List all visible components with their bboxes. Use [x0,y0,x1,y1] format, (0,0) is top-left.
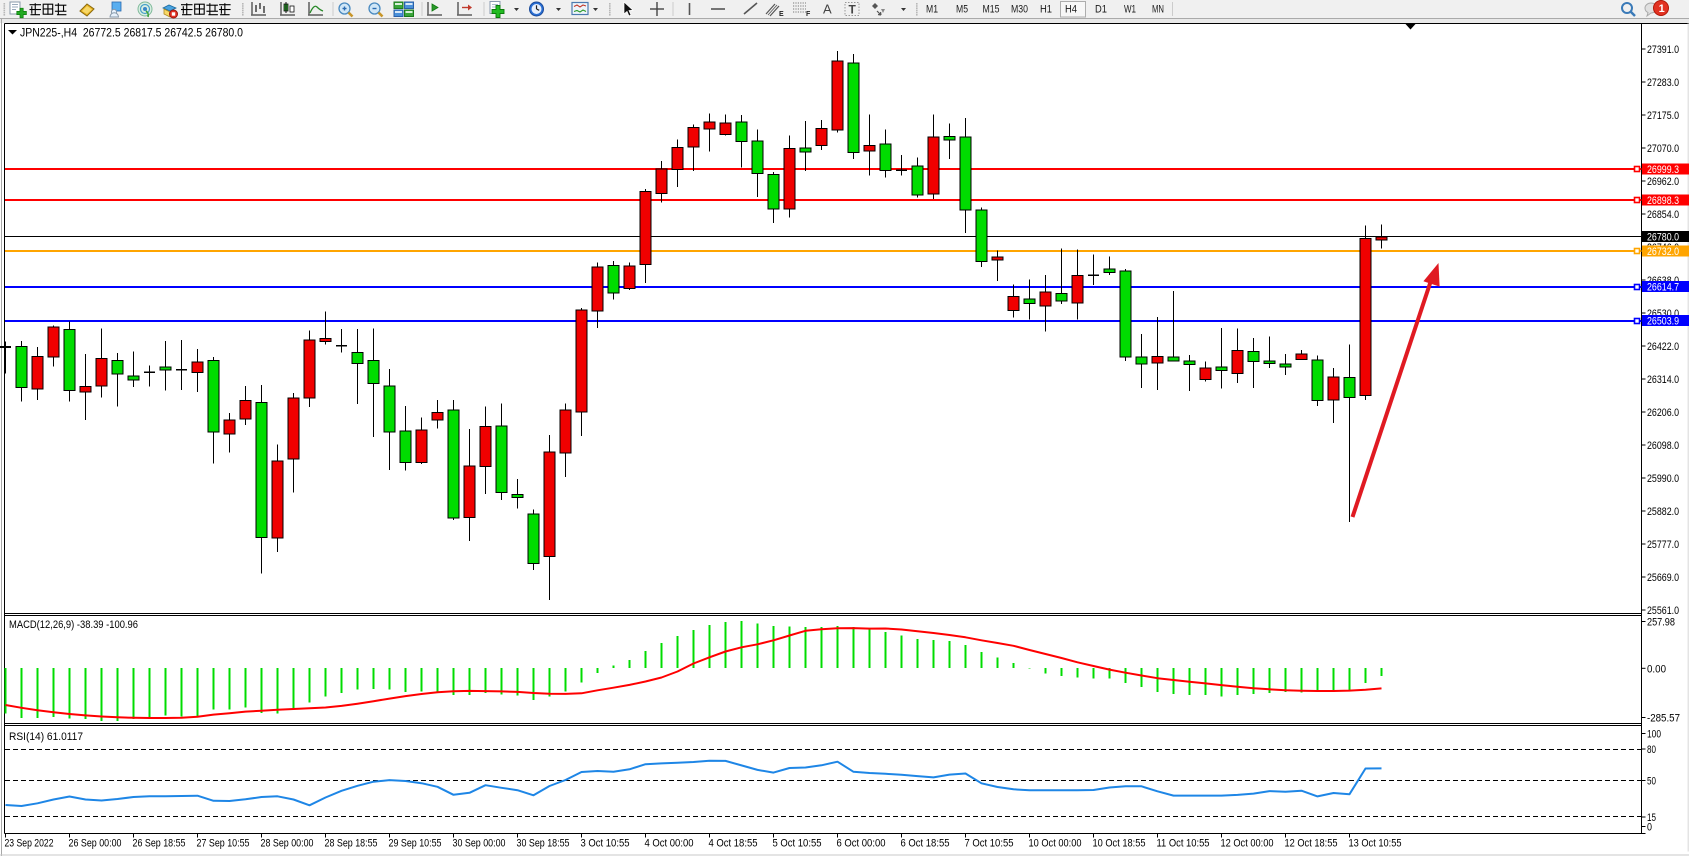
svg-text:6 Oct 00:00: 6 Oct 00:00 [837,838,886,850]
svg-text:10 Oct 00:00: 10 Oct 00:00 [1029,838,1082,850]
svg-text:10 Oct 18:55: 10 Oct 18:55 [1093,838,1146,850]
svg-text:26503.9: 26503.9 [1647,316,1679,328]
svg-text:26780.0: 26780.0 [1647,232,1679,244]
svg-text:25882.0: 25882.0 [1647,506,1679,518]
svg-text:27175.0: 27175.0 [1647,110,1679,122]
svg-text:26614.7: 26614.7 [1647,282,1679,294]
svg-text:30 Sep 00:00: 30 Sep 00:00 [453,838,506,850]
svg-text:JPN225-,H4 26772.5 26817.5 26: JPN225-,H4 26772.5 26817.5 26742.5 26780… [20,26,243,40]
svg-text:100: 100 [1647,729,1661,741]
svg-text:T: T [849,3,857,17]
svg-text:6 Oct 18:55: 6 Oct 18:55 [901,838,950,850]
svg-text:1: 1 [1659,3,1665,15]
svg-text:26206.0: 26206.0 [1647,407,1679,419]
svg-text:30 Sep 18:55: 30 Sep 18:55 [517,838,570,850]
svg-text:MACD(12,26,9) -38.39 -100.96: MACD(12,26,9) -38.39 -100.96 [9,619,138,631]
svg-text:50: 50 [1647,776,1656,788]
svg-text:11 Oct 10:55: 11 Oct 10:55 [1157,838,1210,850]
svg-text:12 Oct 18:55: 12 Oct 18:55 [1285,838,1338,850]
svg-text:0: 0 [1647,822,1652,834]
svg-text:25669.0: 25669.0 [1647,572,1679,584]
svg-text:80: 80 [1647,744,1656,756]
svg-text:29 Sep 10:55: 29 Sep 10:55 [389,838,442,850]
svg-text:M15: M15 [983,4,1000,16]
svg-text:27 Sep 10:55: 27 Sep 10:55 [197,838,250,850]
svg-text:W1: W1 [1124,4,1136,16]
svg-text:257.98: 257.98 [1647,617,1675,629]
svg-text:26422.0: 26422.0 [1647,341,1679,353]
svg-text:3 Oct 10:55: 3 Oct 10:55 [581,838,630,850]
svg-text:26732.0: 26732.0 [1647,246,1679,258]
svg-text:0.00: 0.00 [1647,663,1666,675]
svg-text:D1: D1 [1095,4,1107,16]
svg-text:28 Sep 18:55: 28 Sep 18:55 [325,838,378,850]
svg-text:26 Sep 00:00: 26 Sep 00:00 [69,838,122,850]
svg-text:A: A [823,2,832,17]
svg-text:13 Oct 10:55: 13 Oct 10:55 [1349,838,1402,850]
svg-text:4 Oct 18:55: 4 Oct 18:55 [709,838,758,850]
svg-text:5 Oct 10:55: 5 Oct 10:55 [773,838,822,850]
svg-text:26999.3: 26999.3 [1647,164,1679,176]
svg-text:15: 15 [1647,812,1656,824]
svg-text:28 Sep 00:00: 28 Sep 00:00 [261,838,314,850]
svg-text:25561.0: 25561.0 [1647,605,1679,617]
svg-text:M5: M5 [956,4,968,16]
svg-text:27391.0: 27391.0 [1647,44,1679,56]
svg-text:26314.0: 26314.0 [1647,374,1679,386]
svg-text:H1: H1 [1040,4,1052,16]
svg-text:26962.0: 26962.0 [1647,176,1679,188]
svg-text:-285.57: -285.57 [1647,713,1680,725]
svg-text:E: E [779,11,784,18]
svg-text:12 Oct 00:00: 12 Oct 00:00 [1221,838,1274,850]
svg-text:26 Sep 18:55: 26 Sep 18:55 [133,838,186,850]
svg-text:27283.0: 27283.0 [1647,77,1679,89]
svg-text:4 Oct 00:00: 4 Oct 00:00 [645,838,694,850]
svg-text:H4: H4 [1065,4,1077,16]
svg-text:M1: M1 [926,4,938,16]
svg-text:25990.0: 25990.0 [1647,473,1679,485]
svg-text:26098.0: 26098.0 [1647,440,1679,452]
svg-text:26854.0: 26854.0 [1647,209,1679,221]
svg-text:27070.0: 27070.0 [1647,143,1679,155]
svg-text:RSI(14) 61.0117: RSI(14) 61.0117 [9,731,83,743]
svg-text:M30: M30 [1011,4,1028,16]
svg-text:F: F [806,11,811,18]
svg-text:23 Sep 2022: 23 Sep 2022 [5,838,54,850]
svg-text:7 Oct 10:55: 7 Oct 10:55 [965,838,1014,850]
svg-text:25777.0: 25777.0 [1647,539,1679,551]
svg-text:26898.3: 26898.3 [1647,195,1679,207]
svg-text:MN: MN [1152,4,1164,16]
